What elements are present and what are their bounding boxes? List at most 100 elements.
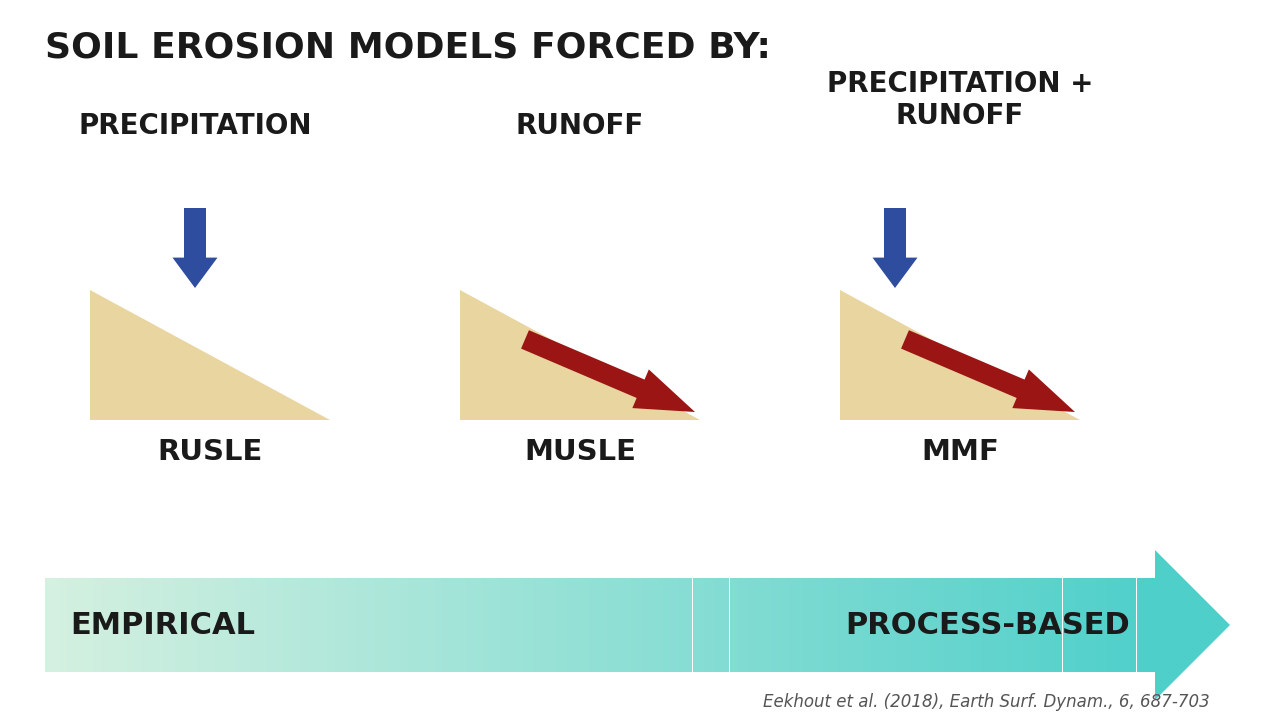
Bar bbox=[215, 578, 219, 672]
Bar bbox=[115, 578, 119, 672]
Bar bbox=[526, 578, 530, 672]
Bar bbox=[201, 578, 204, 672]
Bar bbox=[963, 578, 966, 672]
Bar bbox=[737, 578, 741, 672]
Bar bbox=[522, 578, 526, 672]
Bar bbox=[788, 578, 792, 672]
Text: PRECIPITATION +
RUNOFF: PRECIPITATION + RUNOFF bbox=[827, 70, 1093, 130]
Bar bbox=[90, 578, 93, 672]
Bar bbox=[792, 578, 796, 672]
Bar bbox=[93, 578, 97, 672]
Bar bbox=[1111, 578, 1115, 672]
Bar bbox=[1115, 578, 1117, 672]
Bar bbox=[767, 578, 771, 672]
Bar bbox=[1070, 578, 1074, 672]
Bar bbox=[641, 578, 644, 672]
Bar bbox=[131, 578, 134, 672]
Bar bbox=[182, 578, 186, 672]
Bar bbox=[1000, 578, 1004, 672]
Bar bbox=[1133, 578, 1137, 672]
Bar bbox=[855, 578, 859, 672]
Bar bbox=[204, 578, 207, 672]
Bar bbox=[108, 578, 111, 672]
Bar bbox=[751, 578, 755, 672]
Bar bbox=[248, 578, 252, 672]
Bar bbox=[818, 578, 822, 672]
Bar bbox=[419, 578, 422, 672]
Bar bbox=[156, 578, 160, 672]
Bar bbox=[874, 578, 878, 672]
Bar bbox=[567, 578, 571, 672]
Bar bbox=[611, 578, 614, 672]
Text: EMPIRICAL: EMPIRICAL bbox=[70, 611, 255, 639]
Bar bbox=[1004, 578, 1007, 672]
Bar bbox=[900, 578, 904, 672]
Bar bbox=[319, 578, 323, 672]
Text: MUSLE: MUSLE bbox=[524, 438, 636, 466]
Bar bbox=[45, 578, 49, 672]
Bar bbox=[430, 578, 434, 672]
Bar bbox=[1092, 578, 1096, 672]
Bar bbox=[847, 578, 851, 672]
Bar bbox=[726, 578, 730, 672]
Bar bbox=[744, 578, 748, 672]
Bar bbox=[867, 578, 870, 672]
Bar bbox=[933, 578, 937, 672]
Bar bbox=[293, 578, 297, 672]
Bar bbox=[278, 578, 282, 672]
Bar bbox=[422, 578, 426, 672]
Bar bbox=[381, 578, 385, 672]
Bar bbox=[500, 578, 504, 672]
Bar bbox=[925, 578, 929, 672]
Bar bbox=[268, 578, 270, 672]
Bar bbox=[1137, 578, 1140, 672]
Bar bbox=[477, 578, 481, 672]
Bar bbox=[988, 578, 992, 672]
Bar bbox=[1066, 578, 1070, 672]
Bar bbox=[589, 578, 593, 672]
Bar bbox=[141, 578, 145, 672]
Bar bbox=[207, 578, 211, 672]
Bar bbox=[759, 578, 763, 672]
Bar bbox=[808, 578, 812, 672]
Bar bbox=[1125, 578, 1129, 672]
Bar bbox=[1084, 578, 1088, 672]
Bar bbox=[563, 578, 567, 672]
Bar bbox=[884, 578, 888, 672]
Bar bbox=[97, 578, 101, 672]
Bar bbox=[340, 578, 344, 672]
Bar bbox=[1044, 578, 1048, 672]
Bar bbox=[763, 578, 767, 672]
Polygon shape bbox=[840, 290, 1080, 420]
Bar bbox=[330, 578, 334, 672]
Bar bbox=[1059, 578, 1062, 672]
Bar bbox=[493, 578, 497, 672]
Bar bbox=[444, 578, 448, 672]
Bar bbox=[1117, 578, 1121, 672]
Bar bbox=[1018, 578, 1021, 672]
Bar bbox=[230, 578, 234, 672]
Bar bbox=[992, 578, 996, 672]
Bar bbox=[1007, 578, 1011, 672]
Bar bbox=[829, 578, 833, 672]
Bar bbox=[137, 578, 141, 672]
Bar bbox=[1025, 578, 1029, 672]
Bar bbox=[160, 578, 164, 672]
Bar bbox=[722, 578, 726, 672]
Bar bbox=[1051, 578, 1055, 672]
Bar bbox=[556, 578, 559, 672]
Bar bbox=[596, 578, 600, 672]
Text: Eekhout et al. (2018), Earth Surf. Dynam., 6, 687-703: Eekhout et al. (2018), Earth Surf. Dynam… bbox=[763, 693, 1210, 711]
Bar bbox=[111, 578, 115, 672]
Bar bbox=[244, 578, 248, 672]
Bar bbox=[1074, 578, 1078, 672]
Bar bbox=[892, 578, 896, 672]
Bar bbox=[785, 578, 788, 672]
Bar bbox=[78, 578, 82, 672]
Bar bbox=[237, 578, 241, 672]
Bar bbox=[481, 578, 485, 672]
Bar bbox=[1129, 578, 1133, 672]
Bar bbox=[119, 578, 123, 672]
Bar bbox=[407, 578, 411, 672]
Bar bbox=[123, 578, 127, 672]
